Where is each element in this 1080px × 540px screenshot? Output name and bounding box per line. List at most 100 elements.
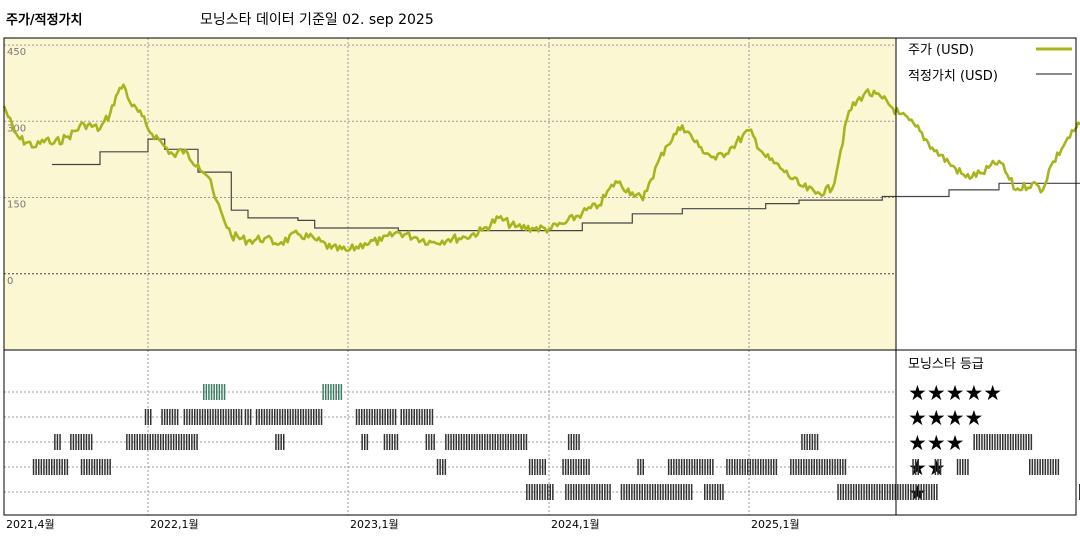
rating-tick [147, 409, 149, 425]
rating-tick [1007, 434, 1009, 450]
rating-tick [631, 484, 633, 500]
rating-span [562, 459, 590, 475]
rating-tick [38, 459, 40, 475]
rating-tick [1028, 434, 1030, 450]
rating-tick [413, 409, 415, 425]
rating-tick [389, 409, 392, 425]
rating-tick [247, 409, 249, 425]
rating-tick [836, 459, 839, 475]
rating-tick [497, 434, 499, 450]
rating-tick [884, 484, 886, 500]
rating-tick [956, 459, 959, 475]
rating-tick [747, 459, 749, 475]
rating-tick [274, 409, 276, 425]
rating-span [425, 434, 435, 450]
rating-tick [59, 434, 61, 450]
rating-tick [722, 484, 724, 500]
rating-tick [88, 459, 91, 475]
rating-tick [208, 384, 210, 400]
rating-tick [54, 434, 56, 450]
rating-tick [775, 459, 778, 475]
rating-tick [281, 409, 284, 425]
rating-tick [150, 409, 152, 425]
rating-tick [907, 484, 909, 500]
rating-tick [728, 459, 731, 475]
rating-tick [1047, 459, 1049, 475]
rating-tick [66, 459, 69, 475]
rating-tick [223, 384, 226, 400]
rating-tick [583, 459, 585, 475]
rating-tick [803, 434, 806, 450]
rating-tick [680, 484, 682, 500]
rating-tick [213, 384, 215, 400]
rating-tick [858, 484, 860, 500]
rating-tick [230, 409, 232, 425]
rating-tick [531, 484, 533, 500]
rating-tick [881, 484, 883, 500]
rating-tick [704, 484, 706, 500]
rating-tick [754, 459, 757, 475]
rating-span [528, 459, 546, 475]
rating-tick [809, 434, 811, 450]
rating-tick [800, 459, 802, 475]
rating-tick [642, 459, 644, 475]
rating-tick [376, 409, 379, 425]
rating-tick [886, 484, 889, 500]
rating-tick [939, 459, 942, 475]
rating-tick [101, 459, 104, 475]
rating-tick [489, 434, 491, 450]
rating-tick [925, 484, 928, 500]
rating-tick [678, 459, 680, 475]
rating-tick [204, 409, 206, 425]
rating-tick [371, 409, 373, 425]
rating-tick [701, 459, 704, 475]
rating-tick [818, 459, 821, 475]
rating-tick [510, 434, 512, 450]
rating-tick [405, 409, 408, 425]
rating-tick [760, 459, 762, 475]
rating-span [934, 459, 942, 475]
rating-tick [394, 409, 397, 425]
rating-tick [502, 434, 504, 450]
rating-tick [889, 484, 891, 500]
rating-tick [310, 409, 312, 425]
rating-tick [436, 459, 439, 475]
rating-tick [163, 409, 166, 425]
rating-tick [233, 409, 235, 425]
rating-tick [541, 484, 544, 500]
rating-tick [410, 409, 413, 425]
rating-tick [72, 434, 75, 450]
rating-tick [696, 459, 698, 475]
rating-tick [717, 484, 719, 500]
rating-span [70, 434, 93, 450]
rating-tick [244, 409, 247, 425]
rating-tick [834, 459, 836, 475]
rating-tick [460, 434, 463, 450]
rating-tick [199, 409, 201, 425]
rating-tick [902, 484, 904, 500]
rating-span [161, 409, 179, 425]
rating-tick [930, 484, 933, 500]
rating-tick [536, 484, 538, 500]
rating-tick [363, 409, 366, 425]
rating-tick [161, 409, 163, 425]
rating-tick [651, 484, 654, 500]
rating-tick [1044, 459, 1047, 475]
rating-tick [672, 484, 675, 500]
rating-span [956, 459, 969, 475]
rating-tick [56, 434, 59, 450]
rating-tick [235, 409, 238, 425]
rating-tick [709, 459, 711, 475]
rating-tick [517, 434, 520, 450]
rating-tick [408, 409, 410, 425]
rating-span [244, 409, 252, 425]
price-line [2, 83, 1080, 253]
rating-tick [58, 459, 61, 475]
rating-tick [855, 484, 857, 500]
rating-tick [709, 484, 711, 500]
rating-tick [920, 484, 922, 500]
rating-tick [217, 409, 219, 425]
rating-tick [266, 409, 268, 425]
rating-tick [839, 484, 842, 500]
